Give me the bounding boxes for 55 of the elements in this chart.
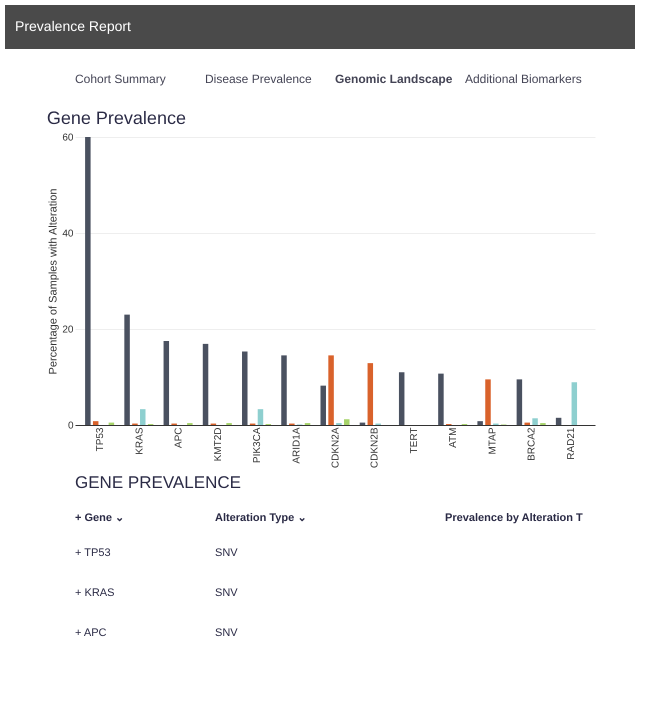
bar — [485, 379, 491, 425]
x-tick-label: BRCA2 — [526, 427, 538, 461]
text: + APC — [75, 627, 107, 639]
text: + KRAS — [75, 587, 114, 599]
text: SNV — [215, 547, 238, 559]
y-axis-title: Percentage of Samples with Alteration — [47, 188, 60, 374]
bar — [516, 379, 522, 425]
text: Cohort Summary — [75, 72, 166, 86]
text: GENE PREVALENCE — [75, 473, 241, 492]
x-tick-label: APC — [174, 428, 185, 448]
x-tick-label: KRAS — [134, 427, 146, 455]
text: Genomic Landscape — [335, 72, 453, 86]
text: + TP53 — [75, 547, 111, 559]
text: Additional Biomarkers — [465, 72, 582, 86]
x-tick-label: ARID1A — [291, 427, 302, 464]
bar — [572, 382, 578, 425]
x-tick-label: TP53 — [95, 427, 106, 452]
x-tick-label: TERT — [408, 428, 420, 454]
text: Disease Prevalence — [205, 72, 312, 86]
y-tick-label: 0 — [68, 420, 74, 432]
bar — [328, 355, 334, 425]
y-tick-label: 40 — [62, 228, 74, 240]
bar — [320, 386, 326, 425]
x-tick-label: KMT2D — [212, 428, 224, 462]
x-tick-label: CDKN2B — [370, 427, 381, 468]
x-tick-label: CDKN2A — [330, 427, 342, 468]
x-tick-label: PIK3CA — [252, 427, 264, 464]
text: Prevalence by Alteration T — [445, 512, 584, 524]
chart-title: Gene Prevalence — [46, 108, 186, 128]
bar — [258, 409, 264, 425]
bar — [477, 421, 483, 425]
text: Prevalence Report — [15, 18, 132, 34]
bar — [398, 372, 404, 425]
bar — [140, 409, 146, 425]
bar — [85, 137, 91, 425]
bar — [532, 418, 538, 425]
bar — [124, 314, 130, 425]
y-tick-label: 60 — [62, 132, 74, 144]
text: SNV — [215, 587, 238, 599]
text: Alteration Type ⌄ — [215, 512, 306, 524]
y-tick-label: 20 — [62, 324, 74, 336]
bar — [92, 421, 98, 425]
bar — [556, 418, 562, 425]
bar — [438, 374, 444, 425]
x-tick-label: ATM — [448, 428, 460, 448]
x-tick-label: MTAP — [487, 427, 498, 455]
bar — [164, 341, 170, 425]
bar — [281, 355, 287, 425]
x-tick-label: RAD21 — [566, 427, 577, 460]
bar — [202, 344, 208, 425]
bar — [344, 419, 350, 425]
bar — [242, 352, 248, 425]
text: SNV — [215, 627, 238, 639]
text: + Gene ⌄ — [75, 512, 124, 524]
bar — [368, 363, 374, 425]
